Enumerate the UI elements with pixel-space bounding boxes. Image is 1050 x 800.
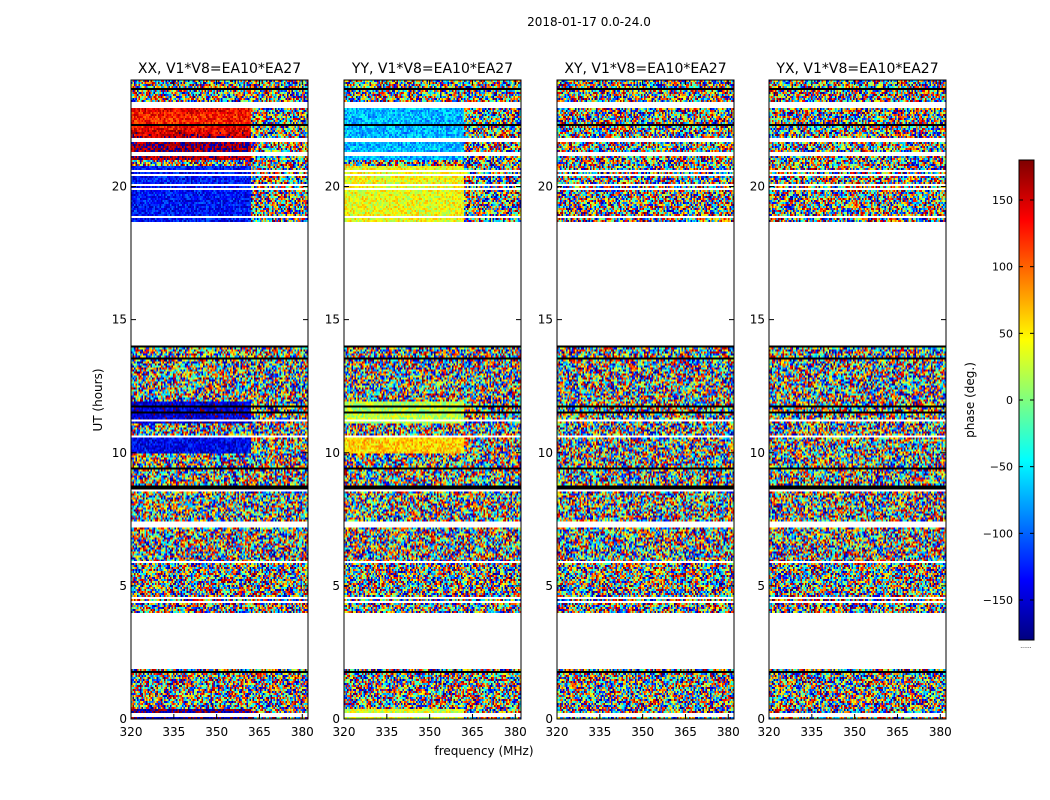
x-tick-label: 365 — [674, 725, 697, 739]
y-tick-label: 0 — [119, 712, 127, 726]
y-tick-label: 5 — [332, 579, 340, 593]
y-tick-label: 10 — [538, 446, 553, 460]
colorbar-tick-label: −100 — [983, 527, 1013, 540]
phase-heatmap — [769, 80, 946, 719]
y-tick-label: 0 — [332, 712, 340, 726]
x-tick-label: 380 — [717, 725, 740, 739]
y-tick-label: 10 — [750, 446, 765, 460]
panel-yy-1: YY, V1*V8=EA10*EA27 320 335 350 365 380 0 5 10 15… — [325, 61, 527, 739]
y-tick-label: 20 — [112, 180, 127, 194]
y-tick-label: 15 — [538, 313, 553, 327]
x-tick-label: 380 — [929, 725, 952, 739]
x-tick-label: 365 — [461, 725, 484, 739]
y-axis-label: UT (hours) — [91, 368, 105, 431]
plot-frame — [556, 79, 735, 720]
phase-heatmap — [557, 80, 734, 719]
y-tick-label: 15 — [750, 313, 765, 327]
x-axis-label: frequency (MHz) — [434, 744, 533, 758]
x-tick-label: 350 — [418, 725, 441, 739]
plot-frame — [343, 79, 522, 720]
y-tick-label: 15 — [112, 313, 127, 327]
panel-noise-2: XY, V1*V8=EA10*EA27 320 335 350 365 380 0 5 10 15… — [538, 61, 740, 739]
y-tick-label: 20 — [538, 180, 553, 194]
colorbar-tick-label: −150 — [983, 594, 1013, 607]
x-tick-label: 320 — [120, 725, 143, 739]
x-tick-label: 365 — [886, 725, 909, 739]
y-tick-label: 0 — [545, 712, 553, 726]
x-tick-label: 320 — [333, 725, 356, 739]
x-tick-label: 350 — [631, 725, 654, 739]
x-tick-label: 365 — [248, 725, 271, 739]
y-tick-label: 20 — [325, 180, 340, 194]
panel-xx-0: XX, V1*V8=EA10*EA27 320 335 350 365 380 0 5 10 15… — [112, 61, 314, 739]
figure-suptitle: 2018-01-17 0.0-24.0 — [527, 15, 651, 29]
panel-title: XY, V1*V8=EA10*EA27 — [564, 61, 726, 77]
y-tick-label: 15 — [325, 313, 340, 327]
plot-frame — [130, 79, 309, 720]
plot-frame — [768, 79, 947, 720]
colorbar-tick-label: 0 — [1006, 394, 1013, 407]
y-tick-label: 10 — [112, 446, 127, 460]
y-tick-label: 5 — [757, 579, 765, 593]
colorbar-tick-label: 50 — [999, 327, 1013, 340]
x-tick-label: 350 — [205, 725, 228, 739]
y-tick-label: 20 — [750, 180, 765, 194]
y-tick-label: 10 — [325, 446, 340, 460]
panels-group: XX, V1*V8=EA10*EA27 320 335 350 365 380 0 5 10 15… — [112, 61, 952, 739]
panel-title: YX, V1*V8=EA10*EA27 — [775, 61, 938, 77]
x-tick-label: 350 — [843, 725, 866, 739]
colorbar: −150 −100 −50 0 50 100 150 — [983, 159, 1035, 641]
x-tick-label: 335 — [375, 725, 398, 739]
x-tick-label: 335 — [588, 725, 611, 739]
phase-heatmap — [131, 80, 308, 719]
x-tick-label: 380 — [291, 725, 314, 739]
x-tick-label: 320 — [546, 725, 569, 739]
panel-noise-3: YX, V1*V8=EA10*EA27 320 335 350 365 380 0 5 10 15… — [750, 61, 952, 739]
colorbar-tick-label: −50 — [990, 461, 1013, 474]
y-tick-label: 0 — [757, 712, 765, 726]
x-tick-label: 320 — [758, 725, 781, 739]
x-tick-label: 380 — [504, 725, 527, 739]
colorbar-label: phase (deg.) — [963, 362, 977, 438]
phase-heatmap — [344, 80, 521, 719]
colorbar-tick-label: 150 — [992, 194, 1013, 207]
panel-title: YY, V1*V8=EA10*EA27 — [351, 61, 513, 77]
colorbar-tick-label: 100 — [992, 261, 1013, 274]
y-tick-label: 5 — [545, 579, 553, 593]
x-tick-label: 335 — [800, 725, 823, 739]
x-tick-label: 335 — [162, 725, 185, 739]
y-tick-label: 5 — [119, 579, 127, 593]
panel-title: XX, V1*V8=EA10*EA27 — [138, 61, 301, 77]
colorbar-dots: ...... — [1020, 643, 1032, 650]
